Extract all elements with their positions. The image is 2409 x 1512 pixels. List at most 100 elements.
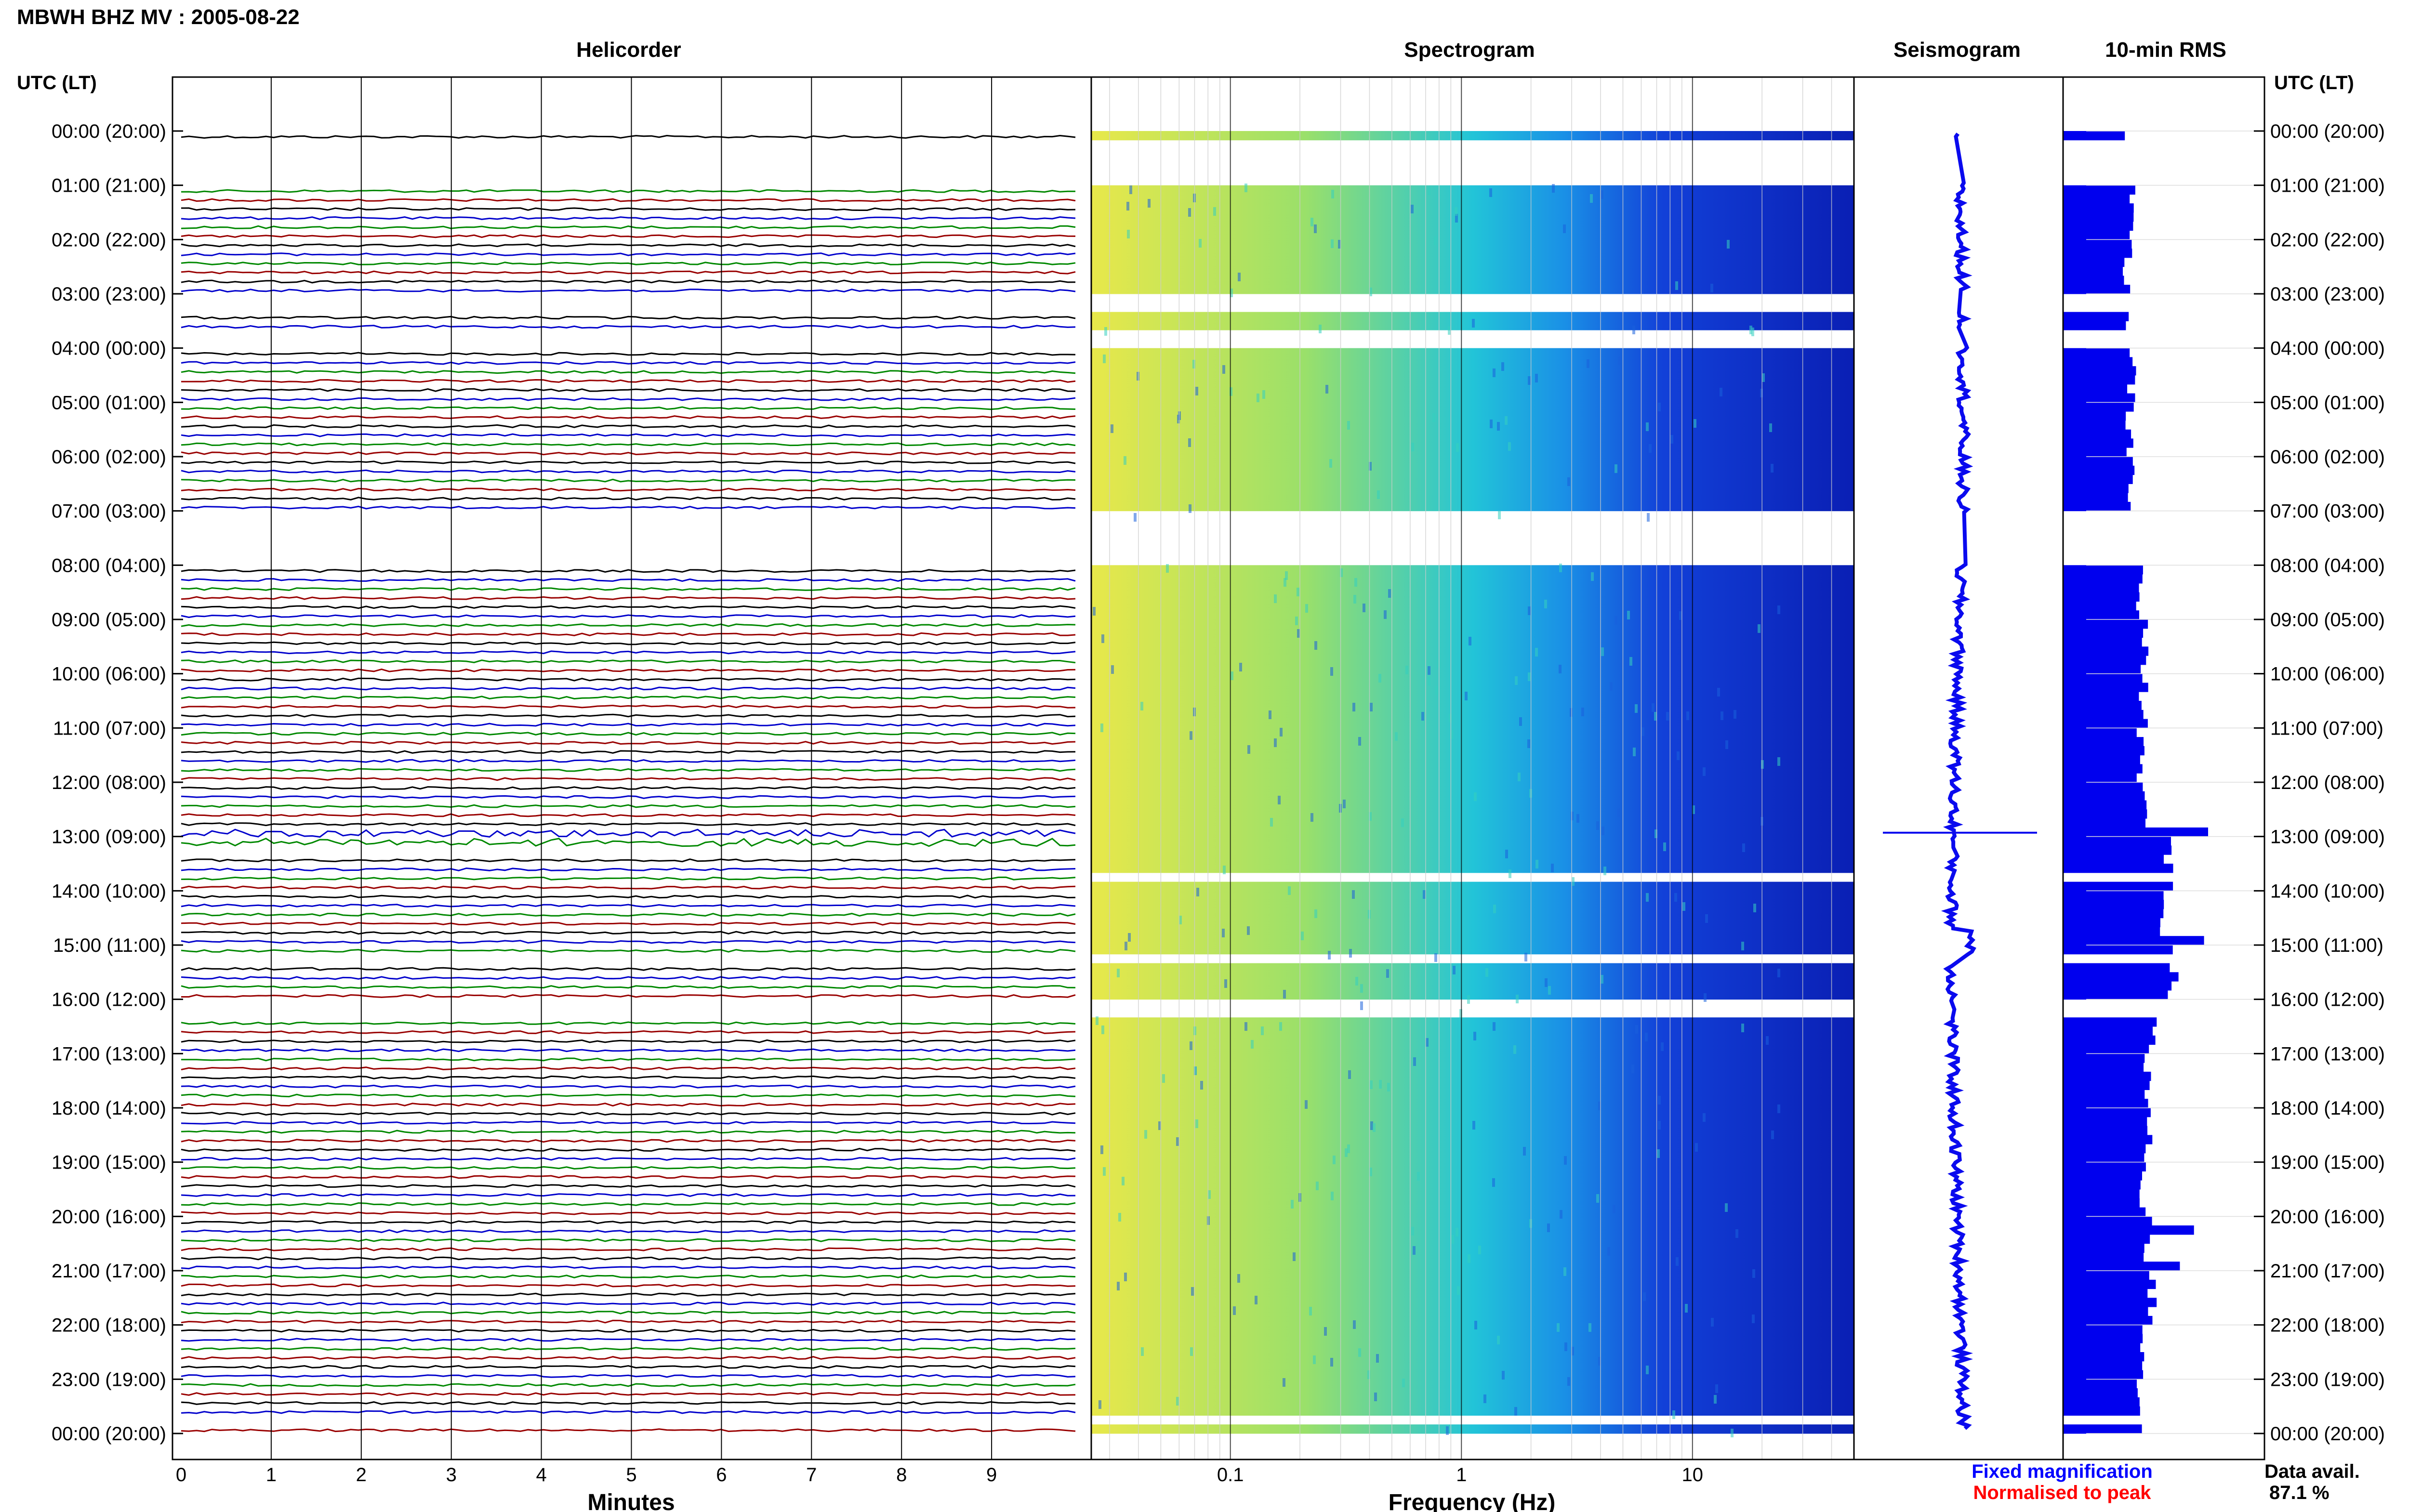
spectrogram-speckle bbox=[1295, 617, 1298, 625]
spectrogram-row bbox=[1091, 701, 1854, 710]
helicorder-line bbox=[181, 677, 1076, 682]
spectrogram-row bbox=[1091, 710, 1854, 720]
spectrogram-speckle bbox=[1413, 1057, 1416, 1066]
spectrogram-row bbox=[1091, 438, 1854, 448]
time-tick-label: 01:00 (21:00) bbox=[52, 175, 166, 197]
spectrogram-row bbox=[1091, 1424, 1854, 1434]
spectrogram-speckle bbox=[1190, 731, 1192, 740]
spectrogram-row bbox=[1091, 855, 1854, 864]
spectrogram-speckle bbox=[1196, 888, 1199, 896]
rms-bar bbox=[2063, 1198, 2140, 1208]
spectrogram-row bbox=[1091, 1207, 1854, 1217]
time-tick-label: 11:00 (07:00) bbox=[53, 718, 166, 739]
helicorder-line bbox=[181, 1319, 1076, 1324]
spectrogram-row bbox=[1091, 945, 1854, 955]
time-tick-label: 08:00 (04:00) bbox=[52, 555, 166, 576]
helicorder-line bbox=[181, 578, 1076, 582]
spectrogram-speckle bbox=[1379, 1080, 1382, 1089]
helicorder-line bbox=[181, 569, 1076, 573]
helicorder-line bbox=[181, 804, 1076, 808]
time-tick-label: 09:00 (05:00) bbox=[52, 609, 166, 631]
time-tick-label: 04:00 (00:00) bbox=[2270, 338, 2385, 359]
spectrogram-speckle bbox=[1751, 328, 1754, 336]
helicorder-traces bbox=[181, 134, 1076, 1433]
spectrogram-speckle bbox=[1527, 739, 1530, 748]
spectrogram-speckle bbox=[1455, 207, 1457, 216]
helicorder-line bbox=[181, 460, 1076, 465]
helicorder-line bbox=[181, 885, 1076, 890]
spectrogram-row bbox=[1091, 1288, 1854, 1298]
spectrogram-row bbox=[1091, 592, 1854, 602]
time-tick-label: 12:00 (08:00) bbox=[52, 772, 166, 793]
rms-bar bbox=[2063, 701, 2142, 710]
spectrogram-speckle bbox=[1104, 327, 1107, 336]
helicorder-line bbox=[181, 967, 1076, 971]
helicorder-line bbox=[181, 1283, 1076, 1288]
rms-bar bbox=[2063, 276, 2124, 285]
time-tick-label: 18:00 (14:00) bbox=[52, 1098, 166, 1119]
helicorder-line bbox=[181, 198, 1076, 202]
rms-bar bbox=[2063, 1370, 2144, 1380]
rms-bar bbox=[2063, 1162, 2146, 1171]
spectrogram-speckle bbox=[1587, 359, 1589, 368]
spectrogram-speckle bbox=[1563, 224, 1566, 233]
rms-bar bbox=[2063, 249, 2132, 258]
spectrogram-speckle bbox=[1352, 890, 1355, 899]
helicorder-line bbox=[181, 316, 1076, 320]
spectrogram-speckle bbox=[1434, 953, 1437, 962]
spectrogram-speckle bbox=[1472, 1121, 1475, 1130]
rms-bar bbox=[2063, 963, 2170, 973]
spectrogram-speckle bbox=[1148, 199, 1151, 208]
spectrogram-speckle bbox=[1658, 1121, 1661, 1130]
spectrogram-speckle bbox=[1179, 916, 1182, 924]
rms-bar bbox=[2063, 1388, 2138, 1398]
legend-normalised-to-peak: Normalised to peak bbox=[1973, 1482, 2151, 1503]
helicorder-line bbox=[181, 931, 1076, 935]
helicorder-line bbox=[181, 379, 1076, 383]
spectrogram-speckle bbox=[1544, 600, 1547, 608]
spectrogram-speckle bbox=[1615, 616, 1617, 625]
helicorder-line bbox=[181, 1175, 1076, 1179]
spectrogram-row bbox=[1091, 827, 1854, 837]
spectrogram-speckle bbox=[1176, 1137, 1179, 1146]
spectrogram-row bbox=[1091, 619, 1854, 629]
spectrogram-speckle bbox=[1274, 738, 1277, 747]
spectrogram-speckle bbox=[1244, 184, 1247, 192]
spectrogram-row bbox=[1091, 1063, 1854, 1072]
spectrogram-speckle bbox=[1370, 1080, 1373, 1089]
spectrogram-title: Spectrogram bbox=[1404, 38, 1535, 62]
helicorder-line bbox=[181, 876, 1076, 881]
rms-bar bbox=[2063, 656, 2146, 665]
helicorder-line bbox=[181, 1356, 1076, 1360]
spectrogram-speckle bbox=[1473, 1032, 1476, 1040]
time-tick-label: 09:00 (05:00) bbox=[2270, 609, 2385, 631]
spectrogram-row bbox=[1091, 402, 1854, 412]
spectrogram-speckle bbox=[1367, 1370, 1370, 1379]
spectrogram-row bbox=[1091, 1361, 1854, 1371]
spectrogram-speckle bbox=[1293, 1252, 1296, 1261]
rms-bar bbox=[2063, 1180, 2141, 1190]
spectrogram-speckle bbox=[1117, 1282, 1120, 1290]
spectrogram-speckle bbox=[1545, 978, 1548, 987]
spectrogram-speckle bbox=[1257, 394, 1259, 402]
helicorder-line bbox=[181, 749, 1076, 754]
helicorder-line bbox=[181, 1392, 1076, 1396]
spectrogram-speckle bbox=[1128, 933, 1131, 942]
frequency-tick-label: 1 bbox=[1456, 1464, 1467, 1486]
spectrogram-row bbox=[1091, 1180, 1854, 1190]
rms-bar bbox=[2063, 484, 2129, 493]
spectrogram-speckle bbox=[1279, 1022, 1282, 1031]
spectrogram-speckle bbox=[1560, 1210, 1562, 1219]
helicorder-line bbox=[181, 838, 1076, 847]
spectrogram-speckle bbox=[1498, 511, 1501, 519]
spectrogram-speckle bbox=[1749, 326, 1752, 334]
helicorder-line bbox=[181, 704, 1076, 709]
spectrogram-speckle bbox=[1369, 462, 1372, 471]
helicorder-line bbox=[181, 1256, 1076, 1261]
spectrogram-row bbox=[1091, 1216, 1854, 1226]
spectrogram-row bbox=[1091, 881, 1854, 891]
rms-bar bbox=[2063, 764, 2143, 774]
rms-bar bbox=[2063, 1090, 2145, 1099]
rms-bar bbox=[2063, 1288, 2148, 1298]
spectrogram-row bbox=[1091, 755, 1854, 764]
